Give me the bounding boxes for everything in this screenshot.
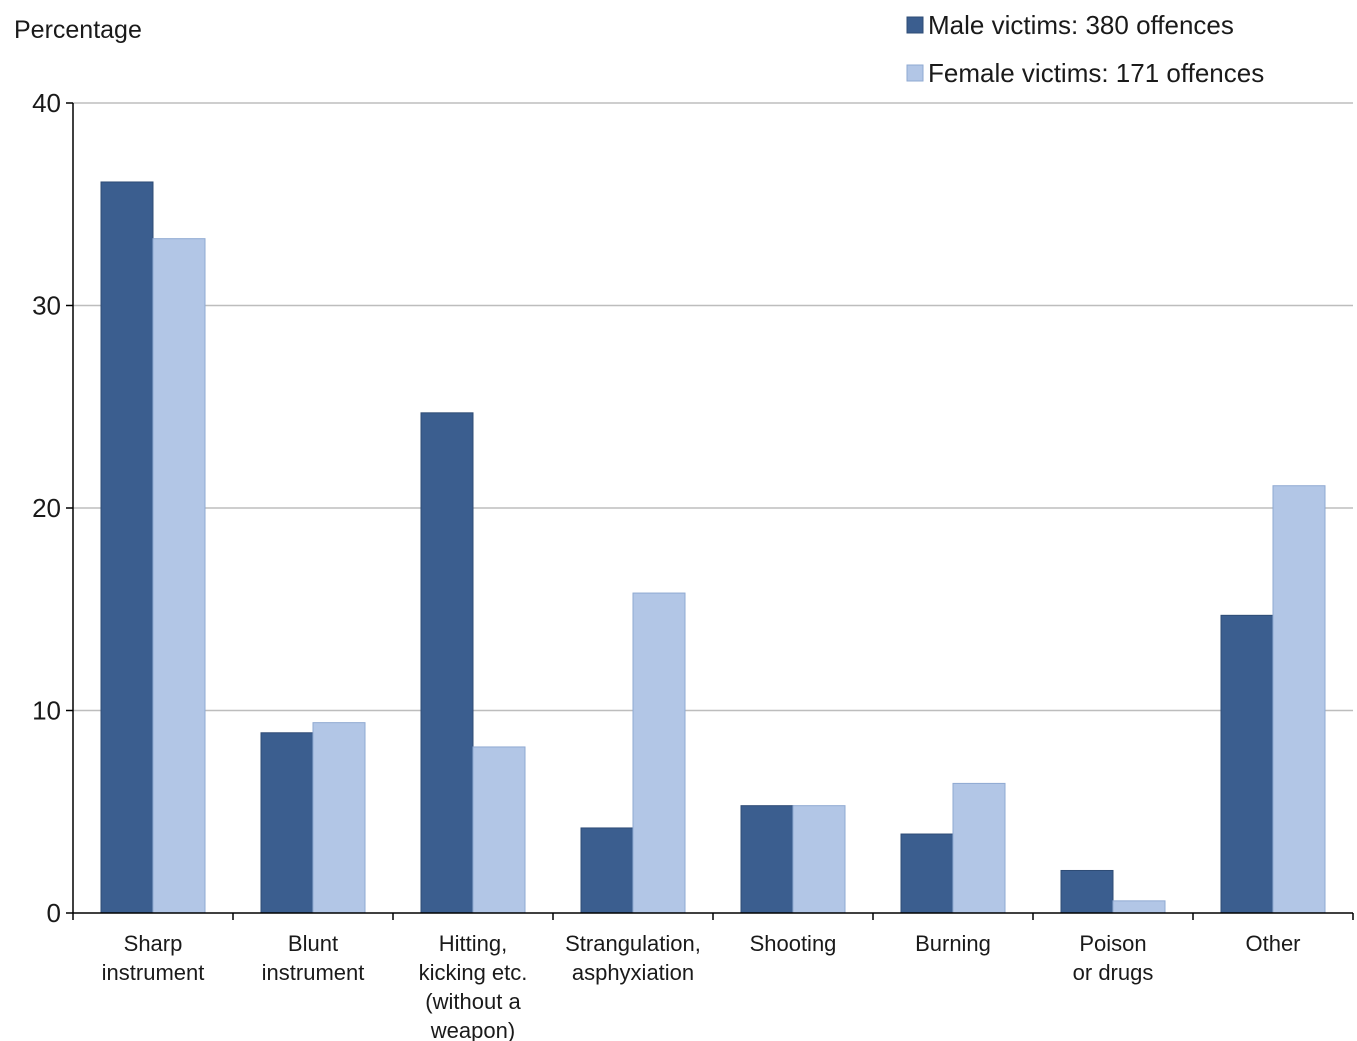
legend-label-1: Female victims: 171 offences — [928, 58, 1264, 88]
y-axis-label: Percentage — [14, 16, 142, 44]
bar-female-2 — [473, 747, 525, 913]
bar-male-2 — [421, 413, 473, 913]
bars — [101, 182, 1325, 913]
x-categories: Sharp instrument Blunt instrument Hitting, ki… — [102, 931, 1301, 1041]
bar-male-7 — [1221, 615, 1273, 913]
y-tick-label-20: 20 — [32, 493, 61, 523]
bar-male-3 — [581, 828, 633, 913]
legend: Male victims: 380 offences Female victims… — [907, 10, 1264, 88]
axes — [66, 103, 1353, 920]
category-label-0: Sharp instrument — [102, 931, 205, 985]
y-ticks: 0 10 20 30 40 — [32, 88, 61, 928]
bar-female-4 — [793, 806, 845, 913]
category-label-3: Strangulation, asphyxiation — [565, 931, 701, 985]
bar-female-0 — [153, 239, 205, 913]
category-label-1: Blunt instrument — [262, 931, 365, 985]
y-tick-label-40: 40 — [32, 88, 61, 118]
category-label-7: Other — [1245, 931, 1300, 956]
bar-female-1 — [313, 723, 365, 913]
y-tick-label-30: 30 — [32, 291, 61, 321]
bar-female-5 — [953, 783, 1005, 913]
bar-male-4 — [741, 806, 793, 913]
legend-label-0: Male victims: 380 offences — [928, 10, 1234, 40]
bar-male-1 — [261, 733, 313, 913]
bar-female-7 — [1273, 486, 1325, 913]
bar-female-3 — [633, 593, 685, 913]
category-label-4: Shooting — [750, 931, 837, 956]
bar-male-0 — [101, 182, 153, 913]
bar-female-6 — [1113, 901, 1165, 913]
bar-male-6 — [1061, 870, 1113, 913]
legend-swatch-0 — [907, 17, 923, 33]
bar-male-5 — [901, 834, 953, 913]
y-tick-label-0: 0 — [47, 898, 61, 928]
category-label-6: Poison or drugs — [1073, 931, 1154, 985]
gridlines — [73, 103, 1353, 711]
category-label-2: Hitting, kicking etc. (without a weapon) — [419, 931, 528, 1041]
y-tick-label-10: 10 — [32, 696, 61, 726]
legend-swatch-1 — [907, 65, 923, 81]
category-label-5: Burning — [915, 931, 991, 956]
